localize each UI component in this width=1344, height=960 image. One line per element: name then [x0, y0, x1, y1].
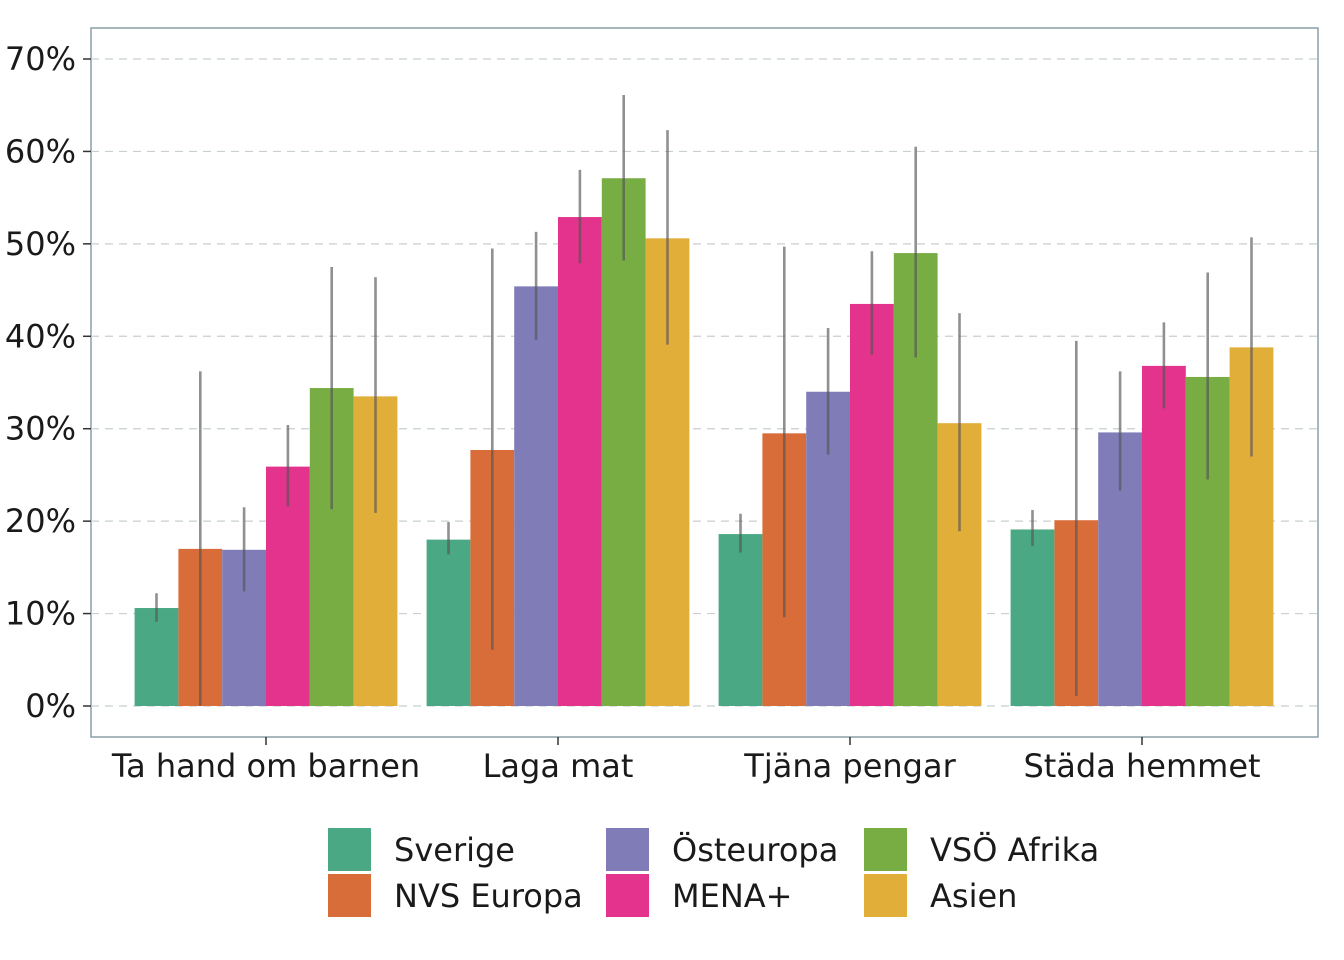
legend-swatch: [328, 828, 371, 871]
legend-swatch: [864, 828, 907, 871]
y-tick-label: 50%: [5, 225, 76, 263]
legend-swatch: [606, 874, 649, 917]
x-tick-label: Ta hand om barnen: [111, 747, 420, 785]
legend-swatch: [864, 874, 907, 917]
legend-swatch: [606, 828, 649, 871]
y-tick-label: 0%: [25, 687, 76, 725]
bar-sverige-0: [134, 608, 179, 706]
legend-label: NVS Europa: [394, 877, 583, 915]
bar-mena--0: [266, 466, 310, 706]
y-tick-label: 10%: [5, 595, 76, 633]
bar--steuropa-1: [514, 286, 558, 706]
x-axis: Ta hand om barnen Laga mat Tjäna pengar Stä…: [111, 737, 1261, 785]
legend-swatch: [328, 874, 371, 917]
y-tick-label: 20%: [5, 502, 76, 540]
error-bars: [155, 95, 1253, 706]
y-tick-label: 70%: [5, 40, 76, 78]
bar-mena--3: [1142, 365, 1186, 706]
bar-sverige-2: [718, 534, 763, 706]
legend-label: MENA+: [672, 877, 792, 915]
bars: [134, 178, 1274, 707]
bar-sverige-1: [426, 539, 471, 706]
bar-mena--2: [850, 303, 894, 706]
y-tick-label: 60%: [5, 132, 76, 170]
x-tick-label: Tjäna pengar: [743, 747, 956, 785]
bar-sverige-3: [1010, 529, 1055, 706]
x-tick-label: Städa hemmet: [1023, 747, 1260, 785]
x-tick-label: Laga mat: [483, 747, 634, 785]
y-tick-label: 40%: [5, 317, 76, 355]
legend-label: Sverige: [394, 831, 515, 869]
legend-label: Asien: [930, 877, 1017, 915]
bar-mena--1: [558, 217, 602, 706]
bar-vs-afrika-1: [601, 178, 646, 707]
legend-label: Östeuropa: [672, 831, 838, 869]
legend: Sverige NVS Europa Östeuropa MENA+ VSÖ Afrik…: [328, 828, 1099, 917]
y-axis: 0% 10% 20% 30% 40% 50% 60% 70%: [5, 40, 91, 725]
legend-label: VSÖ Afrika: [930, 831, 1099, 869]
y-tick-label: 30%: [5, 410, 76, 448]
